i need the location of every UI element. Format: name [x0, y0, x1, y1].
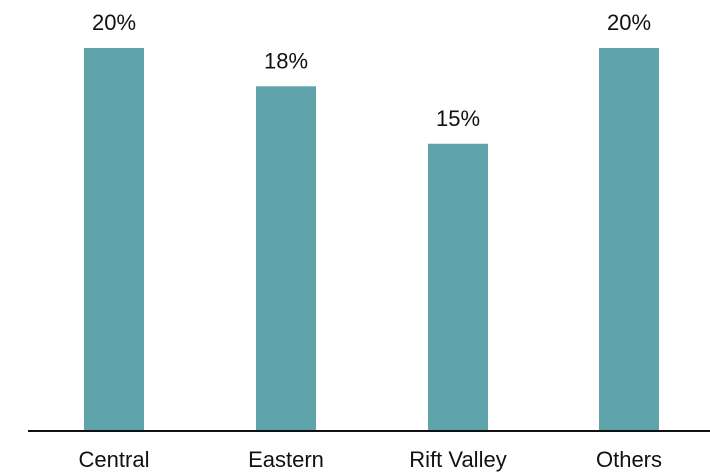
x-tick-label-others: Others — [596, 447, 662, 472]
x-tick-label-central: Central — [79, 447, 150, 472]
data-label-rift-valley: 15% — [436, 106, 480, 131]
value-labels-layer: 20% 18% 15% 20% — [92, 10, 651, 131]
bar-eastern — [256, 86, 316, 432]
data-label-central: 20% — [92, 10, 136, 35]
x-tick-label-eastern: Eastern — [248, 447, 324, 472]
data-label-others: 20% — [607, 10, 651, 35]
bar-central — [84, 48, 144, 431]
category-labels-layer: Central Eastern Rift Valley Others — [79, 447, 662, 472]
bar-others — [599, 48, 659, 431]
bars-layer — [84, 48, 659, 432]
bar-rift-valley — [428, 143, 488, 431]
data-label-eastern: 18% — [264, 48, 308, 73]
x-tick-label-rift-valley: Rift Valley — [409, 447, 506, 472]
